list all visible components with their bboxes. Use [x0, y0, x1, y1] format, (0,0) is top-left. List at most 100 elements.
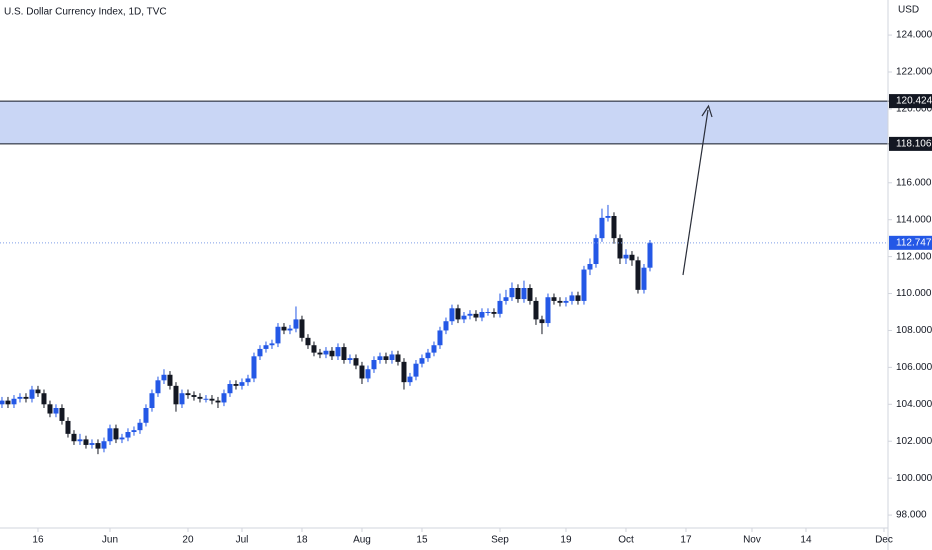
candle-body	[317, 352, 323, 355]
candle-body	[587, 264, 593, 270]
candle-body	[287, 328, 293, 331]
candle-body	[353, 358, 359, 366]
candle-body	[479, 312, 485, 318]
zone-high-label: 120.424	[896, 96, 932, 107]
candle-body	[635, 260, 641, 290]
candle-body	[245, 378, 251, 383]
candle-body	[335, 347, 341, 357]
candle-body	[59, 408, 65, 421]
chart-title: U.S. Dollar Currency Index, 1D, TVC	[4, 7, 167, 18]
candle-body	[167, 374, 173, 386]
candle-body	[401, 361, 407, 383]
candle-body	[431, 345, 437, 353]
candle-body	[263, 345, 269, 349]
candle-body	[71, 433, 77, 442]
candle-body	[545, 297, 551, 324]
candle-body	[617, 238, 623, 259]
candle-body	[197, 396, 203, 399]
candle-body	[641, 267, 647, 290]
candle-body	[593, 238, 599, 264]
candle-body	[605, 216, 611, 218]
candle-body	[473, 313, 479, 318]
candle-body	[107, 428, 113, 442]
candle-body	[215, 400, 221, 403]
candle-body	[395, 354, 401, 362]
y-tick-label: 112.000	[896, 251, 932, 262]
y-tick-label: 102.000	[896, 436, 932, 447]
candle-body	[269, 343, 275, 346]
candle-body	[275, 326, 281, 344]
projection-arrow	[682, 109, 709, 276]
candle-body	[569, 295, 575, 301]
candle-body	[365, 369, 371, 379]
x-tick-label: Dec	[875, 535, 893, 546]
candle-body	[191, 395, 197, 397]
candle-body	[341, 347, 347, 360]
candle-body	[551, 297, 557, 301]
candle-body	[137, 422, 143, 431]
candle-body	[323, 350, 329, 355]
candle-body	[611, 216, 617, 239]
candle-body	[557, 300, 563, 303]
last-price-label: 112.747	[896, 237, 932, 248]
y-tick-label: 114.000	[896, 214, 932, 225]
x-tick-label: Jul	[236, 535, 249, 546]
candle-body	[359, 365, 365, 379]
candle-body	[203, 398, 209, 400]
zone-low-label-box	[889, 136, 932, 151]
candle-body	[11, 398, 17, 405]
candle-body	[521, 288, 527, 300]
candle-body	[497, 300, 503, 314]
candle-body	[101, 441, 107, 449]
candle-body	[17, 396, 23, 399]
x-tick-label: 16	[32, 535, 44, 546]
candle-body	[377, 356, 383, 360]
candle-body	[389, 354, 395, 360]
candle-body	[143, 408, 149, 423]
x-tick-label: Oct	[618, 535, 634, 546]
y-tick-label: 106.000	[896, 362, 932, 373]
candle-body	[173, 385, 179, 405]
candle-body	[629, 254, 635, 261]
zone-high-label-box	[889, 94, 932, 109]
candle-body	[41, 393, 47, 405]
candle-body	[119, 437, 125, 440]
candle-body	[95, 443, 101, 449]
candle-body	[221, 393, 227, 403]
candle-body	[281, 326, 287, 331]
x-tick-label: 15	[416, 535, 428, 546]
y-tick-label: 122.000	[896, 67, 932, 78]
x-tick-label: 14	[800, 535, 812, 546]
candle-body	[461, 315, 467, 320]
candle-body	[23, 396, 29, 399]
candle-body	[329, 350, 335, 357]
candle-body	[647, 242, 653, 268]
x-tick-label: 20	[182, 535, 194, 546]
y-tick-label: 120.000	[896, 104, 932, 115]
candle-body	[413, 363, 419, 377]
candle-body	[527, 288, 533, 301]
candle-body	[89, 443, 95, 445]
candle-body	[407, 376, 413, 383]
candle-body	[35, 389, 41, 394]
candle-body	[515, 288, 521, 300]
target-zone	[0, 101, 888, 144]
candle-body	[371, 360, 377, 370]
candle-body	[563, 300, 569, 303]
candle-body	[599, 217, 605, 239]
x-tick-label: Nov	[743, 535, 761, 546]
candle-body	[533, 300, 539, 320]
candle-body	[419, 358, 425, 364]
y-tick-label: 116.000	[896, 177, 932, 188]
candle-body	[131, 430, 137, 432]
candle-body	[233, 384, 239, 386]
candle-body	[383, 356, 389, 360]
candle-body	[5, 400, 11, 405]
candle-body	[293, 319, 299, 329]
candle-body	[299, 319, 305, 338]
candle-body	[209, 398, 215, 401]
candle-body	[29, 389, 35, 399]
candle-body	[179, 393, 185, 405]
candle-body	[575, 295, 581, 301]
candle-body	[503, 297, 509, 301]
